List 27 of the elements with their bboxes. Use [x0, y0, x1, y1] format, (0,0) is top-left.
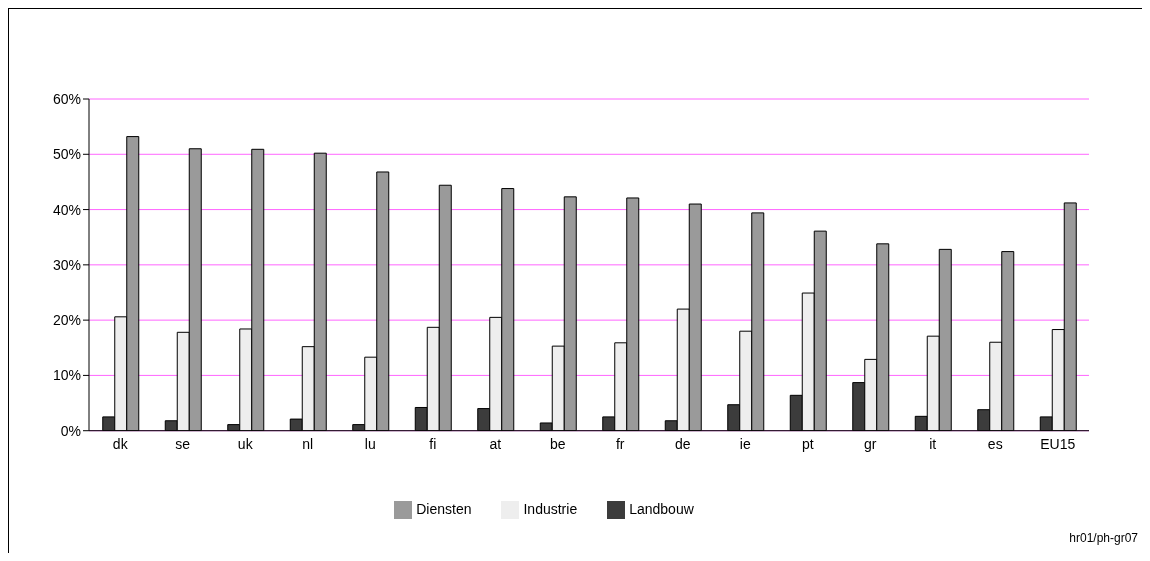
x-tick-label: es	[987, 435, 1003, 452]
y-tick-label: 30%	[52, 256, 81, 273]
y-tick-label: 20%	[52, 312, 81, 329]
legend-label: Landbouw	[629, 500, 694, 517]
x-tick-label: at	[489, 435, 502, 452]
text: hr01/ph-gr07	[1069, 531, 1138, 545]
x-tick-label: be	[549, 435, 566, 452]
x-tick-label: it	[929, 435, 937, 452]
x-tick-label: de	[674, 435, 691, 452]
x-tick-label: lu	[364, 435, 376, 452]
x-tick-label: se	[175, 435, 191, 452]
x-tick-label: gr	[864, 435, 877, 452]
x-tick-label: ie	[739, 435, 751, 452]
x-tick-label: nl	[302, 435, 314, 452]
x-tick-label: fi	[429, 435, 437, 452]
x-tick-label: pt	[801, 435, 814, 452]
y-tick-label: 60%	[52, 90, 81, 107]
x-tick-label: dk	[112, 435, 129, 452]
legend-label: Diensten	[416, 500, 472, 517]
x-tick-label: fr	[615, 435, 625, 452]
x-tick-label: uk	[237, 435, 254, 452]
x-tick-label: EU15	[1040, 435, 1076, 452]
y-tick-label: 10%	[52, 367, 81, 384]
legend-label: Industrie	[523, 500, 578, 517]
y-tick-label: 40%	[52, 201, 81, 218]
y-tick-label: 50%	[52, 146, 81, 163]
y-tick-label: 0%	[60, 422, 81, 439]
